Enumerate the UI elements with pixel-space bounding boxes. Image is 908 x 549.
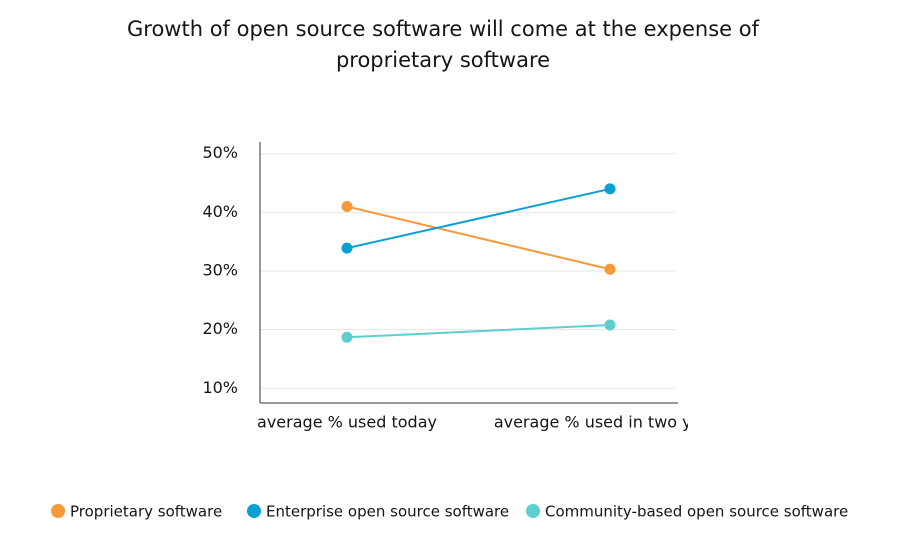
point <box>341 331 353 343</box>
legend-label: Community-based open source software <box>545 503 848 521</box>
y-tick-label: 20% <box>202 319 238 338</box>
x-tick-label: average % used in two years <box>494 413 726 432</box>
point <box>604 183 616 195</box>
y-tick-label: 50% <box>202 143 238 162</box>
legend-marker <box>247 504 261 518</box>
line <box>346 205 611 271</box>
legend-marker <box>526 504 540 518</box>
x-labels: average % used today average % used in tw… <box>257 413 726 432</box>
y-tick-label: 10% <box>202 378 238 397</box>
chart-title: Growth of open source software will come… <box>127 17 759 72</box>
legend: Proprietary software Enterprise open sour… <box>51 503 848 521</box>
y-tick-label: 40% <box>202 202 238 221</box>
line <box>346 323 611 339</box>
y-tick-label: 30% <box>202 261 238 280</box>
legend-marker <box>51 504 65 518</box>
legend-label: Proprietary software <box>70 503 222 521</box>
legend-label: Enterprise open source software <box>266 503 509 521</box>
point <box>604 319 616 331</box>
point <box>341 242 353 254</box>
x-tick-label: average % used today <box>257 413 437 432</box>
line <box>346 187 611 250</box>
point <box>604 263 616 275</box>
point <box>341 201 353 213</box>
